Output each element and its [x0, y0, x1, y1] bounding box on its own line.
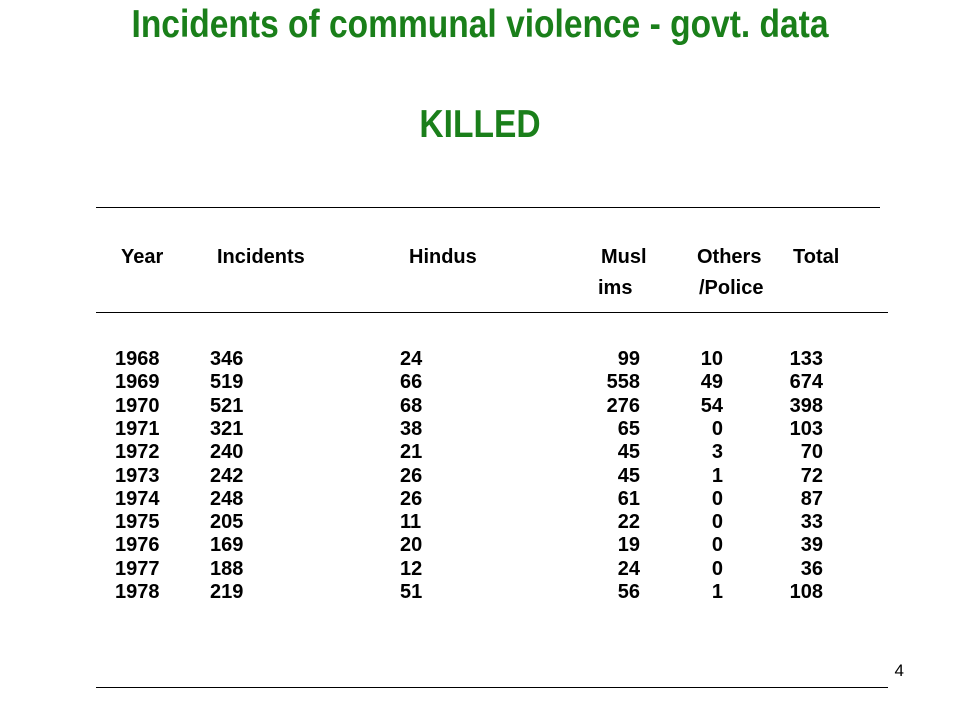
cell-total: 33 — [800, 511, 823, 534]
cell-muslims: 22 — [617, 511, 640, 534]
header-incidents: Incidents — [217, 246, 305, 268]
cell-year: 1974 — [115, 487, 160, 510]
cell-year: 1975 — [115, 511, 160, 534]
cell-year: 1969 — [115, 371, 160, 394]
cell-year: 1968 — [115, 348, 160, 370]
slide-title: Incidents of communal violence - govt. d… — [131, 3, 829, 46]
cell-incidents: 240 — [210, 441, 244, 464]
cell-muslims: 61 — [617, 487, 640, 510]
cell-total: 133 — [789, 348, 823, 370]
cell-incidents: 521 — [210, 394, 244, 417]
cell-muslims: 65 — [617, 417, 640, 440]
header-others-line1: Others — [697, 246, 762, 268]
cell-year: 1971 — [115, 417, 160, 440]
header-muslims-line2: ims — [598, 277, 633, 299]
cell-hindus: 66 — [400, 371, 423, 394]
cell-others: 0 — [711, 487, 723, 510]
header-others-line2: /Police — [699, 277, 764, 299]
cell-muslims: 56 — [617, 581, 640, 603]
cell-total: 39 — [800, 534, 823, 557]
cell-incidents: 321 — [210, 417, 244, 440]
cell-incidents: 248 — [210, 487, 244, 510]
cell-hindus: 20 — [400, 534, 423, 557]
cell-incidents: 519 — [210, 371, 244, 394]
cell-total: 36 — [800, 557, 823, 580]
cell-hindus: 38 — [400, 417, 423, 440]
cell-others: 0 — [711, 417, 723, 440]
cell-hindus: 24 — [400, 348, 423, 370]
cell-total: 72 — [800, 464, 823, 487]
cell-hindus: 26 — [400, 487, 423, 510]
header-total: Total — [793, 246, 840, 268]
cell-total: 70 — [800, 441, 823, 464]
cell-incidents: 188 — [210, 557, 244, 580]
cell-muslims: 45 — [617, 464, 640, 487]
header-hindus: Hindus — [409, 246, 477, 268]
cell-incidents: 346 — [210, 348, 244, 370]
header-year: Year — [121, 246, 164, 268]
cell-incidents: 242 — [210, 464, 244, 487]
cell-year: 1976 — [115, 534, 160, 557]
table-bottom-rule — [96, 687, 888, 688]
cell-hindus: 12 — [400, 557, 423, 580]
cell-year: 1973 — [115, 464, 160, 487]
cell-hindus: 11 — [400, 511, 422, 534]
cell-muslims: 45 — [617, 441, 640, 464]
cell-total: 674 — [789, 371, 823, 394]
cell-incidents: 205 — [210, 511, 244, 534]
cell-hindus: 68 — [400, 394, 423, 417]
cell-others: 0 — [711, 534, 723, 557]
cell-incidents: 169 — [210, 534, 244, 557]
header-muslims-line1: Musl — [601, 246, 647, 268]
cell-total: 108 — [789, 581, 823, 603]
cell-others: 1 — [711, 464, 723, 487]
cell-hindus: 21 — [400, 441, 423, 464]
cell-muslims: 558 — [606, 371, 640, 394]
cell-hindus: 51 — [400, 581, 423, 603]
cell-others: 49 — [700, 371, 723, 394]
cell-muslims: 24 — [617, 557, 640, 580]
cell-others: 3 — [711, 441, 723, 464]
cell-others: 0 — [711, 511, 723, 534]
cell-year: 1970 — [115, 394, 160, 417]
cell-total: 87 — [800, 487, 823, 510]
cell-year: 1977 — [115, 557, 160, 580]
cell-muslims: 19 — [617, 534, 640, 557]
cell-muslims: 99 — [617, 348, 640, 370]
cell-incidents: 219 — [210, 581, 244, 603]
slide-subtitle: KILLED — [419, 103, 541, 146]
cell-muslims: 276 — [606, 394, 640, 417]
table-header-rule — [96, 312, 888, 313]
cell-year: 1972 — [115, 441, 160, 464]
cell-others: 10 — [700, 348, 723, 370]
table-top-rule — [96, 207, 880, 208]
cell-others: 1 — [711, 581, 723, 603]
cell-others: 54 — [700, 394, 723, 417]
cell-total: 398 — [789, 394, 823, 417]
cell-others: 0 — [711, 557, 723, 580]
page-number: 4 — [894, 661, 904, 680]
cell-total: 103 — [789, 417, 823, 440]
cell-year: 1978 — [115, 581, 160, 603]
cell-hindus: 26 — [400, 464, 423, 487]
